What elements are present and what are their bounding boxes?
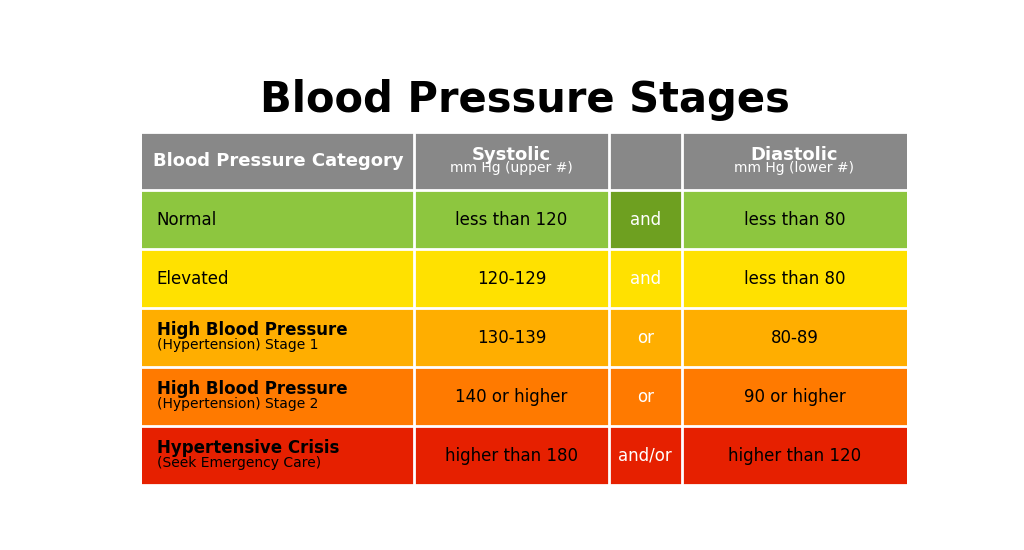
FancyBboxPatch shape	[142, 249, 907, 308]
Text: 80-89: 80-89	[770, 329, 818, 346]
Text: less than 80: less than 80	[743, 270, 845, 288]
Text: (Hypertension) Stage 2: (Hypertension) Stage 2	[157, 397, 317, 411]
Text: less than 120: less than 120	[456, 211, 567, 228]
Text: and/or: and/or	[618, 447, 672, 465]
Text: and: and	[630, 211, 660, 228]
Text: High Blood Pressure: High Blood Pressure	[157, 380, 347, 398]
FancyBboxPatch shape	[609, 249, 682, 308]
Text: 140 or higher: 140 or higher	[456, 388, 567, 406]
Text: mm Hg (lower #): mm Hg (lower #)	[734, 161, 854, 174]
FancyBboxPatch shape	[142, 367, 907, 426]
Text: or: or	[637, 329, 653, 346]
Text: mm Hg (upper #): mm Hg (upper #)	[450, 161, 572, 174]
Text: Blood Pressure Category: Blood Pressure Category	[153, 152, 403, 170]
FancyBboxPatch shape	[609, 367, 682, 426]
FancyBboxPatch shape	[142, 190, 907, 249]
Text: Elevated: Elevated	[157, 270, 229, 288]
Text: Normal: Normal	[157, 211, 217, 228]
Text: 90 or higher: 90 or higher	[743, 388, 846, 406]
Text: 130-139: 130-139	[477, 329, 546, 346]
Text: (Seek Emergency Care): (Seek Emergency Care)	[157, 456, 321, 470]
Text: higher than 180: higher than 180	[444, 447, 578, 465]
Text: less than 80: less than 80	[743, 211, 845, 228]
Text: higher than 120: higher than 120	[728, 447, 861, 465]
Text: (Hypertension) Stage 1: (Hypertension) Stage 1	[157, 338, 318, 352]
FancyBboxPatch shape	[609, 426, 682, 485]
FancyBboxPatch shape	[609, 308, 682, 367]
FancyBboxPatch shape	[142, 131, 907, 190]
FancyBboxPatch shape	[609, 190, 682, 249]
Text: High Blood Pressure: High Blood Pressure	[157, 321, 347, 339]
Text: and: and	[630, 270, 660, 288]
Text: 120-129: 120-129	[477, 270, 546, 288]
FancyBboxPatch shape	[142, 426, 907, 485]
Text: Systolic: Systolic	[472, 146, 551, 164]
FancyBboxPatch shape	[142, 308, 907, 367]
Text: Blood Pressure Stages: Blood Pressure Stages	[260, 79, 790, 120]
Text: Hypertensive Crisis: Hypertensive Crisis	[157, 439, 339, 457]
Text: or: or	[637, 388, 653, 406]
Text: Diastolic: Diastolic	[751, 146, 839, 164]
